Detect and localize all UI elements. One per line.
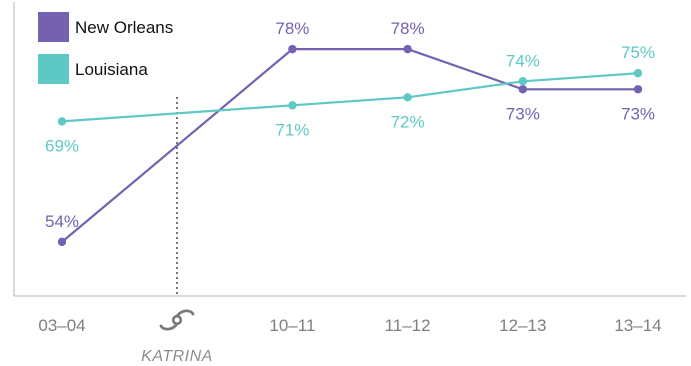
- series-line-new-orleans: [61, 47, 638, 243]
- hurricane-icon: [159, 309, 195, 331]
- legend-swatch-new-orleans: [38, 12, 69, 42]
- data-point-louisiana: [518, 77, 527, 86]
- data-label-new-orleans: 73%: [621, 104, 655, 123]
- data-label-louisiana: 71%: [275, 120, 309, 139]
- x-tick-label: 11–12: [385, 316, 431, 335]
- legend: New Orleans Louisiana: [38, 12, 173, 84]
- legend-swatch-louisiana: [38, 54, 69, 84]
- data-point-new-orleans: [633, 85, 643, 94]
- data-label-louisiana: 69%: [45, 136, 79, 155]
- data-label-louisiana: 72%: [391, 112, 425, 131]
- data-point-louisiana: [633, 69, 643, 78]
- data-point-new-orleans: [403, 44, 412, 54]
- data-label-new-orleans: 73%: [506, 104, 540, 123]
- data-point-louisiana: [57, 117, 67, 126]
- x-tick-label: 10–11: [269, 316, 315, 335]
- data-point-new-orleans: [288, 44, 297, 54]
- data-label-new-orleans: 78%: [391, 19, 425, 38]
- x-tick-label: 03–04: [38, 316, 85, 335]
- data-point-new-orleans: [57, 237, 67, 247]
- katrina-label: KATRINA: [141, 348, 213, 365]
- legend-label-new-orleans: New Orleans: [75, 18, 173, 37]
- legend-label-louisiana: Louisiana: [75, 60, 148, 79]
- data-point-louisiana: [288, 101, 297, 110]
- data-point-new-orleans: [518, 85, 527, 94]
- series-line-louisiana: [61, 72, 639, 123]
- x-axis-ticks: 03–04 10–11 11–12 12–13 13–14: [38, 316, 661, 335]
- data-point-louisiana: [403, 93, 412, 102]
- x-tick-label: 13–14: [614, 316, 661, 335]
- data-label-louisiana: 74%: [506, 51, 540, 70]
- data-label-new-orleans: 78%: [275, 19, 309, 38]
- data-label-new-orleans: 54%: [45, 212, 79, 231]
- x-tick-label: 12–13: [499, 316, 546, 335]
- series-layer: 54% 78% 78% 73% 73% 69% 71% 72% 74% 75%: [45, 19, 655, 247]
- data-label-louisiana: 75%: [621, 43, 655, 62]
